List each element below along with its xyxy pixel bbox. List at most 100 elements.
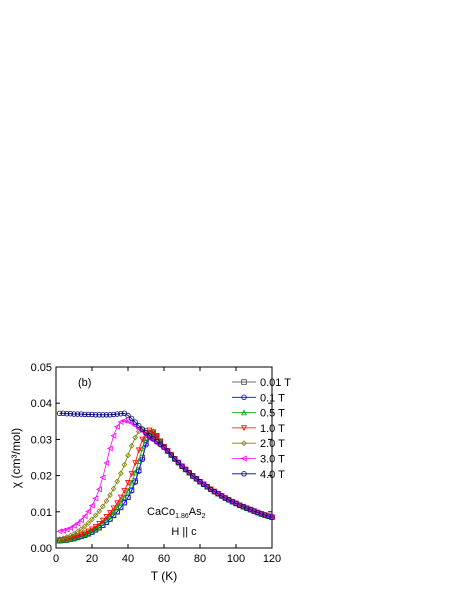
y-tick-label: 0.00 bbox=[31, 543, 52, 555]
marker bbox=[190, 473, 196, 479]
y-axis-label: χ (cm³/mol) bbox=[9, 428, 23, 488]
marker bbox=[244, 505, 250, 511]
marker bbox=[132, 469, 139, 476]
y-tick-label: 0.04 bbox=[31, 398, 52, 410]
marker bbox=[121, 461, 128, 468]
marker bbox=[103, 412, 110, 418]
marker bbox=[71, 531, 77, 537]
series-line bbox=[59, 412, 273, 518]
marker bbox=[103, 498, 110, 504]
legend-label: 1.0 T bbox=[260, 423, 285, 435]
legend-marker bbox=[241, 471, 247, 477]
marker bbox=[132, 434, 139, 441]
marker bbox=[117, 494, 124, 501]
marker bbox=[110, 485, 117, 492]
marker bbox=[146, 433, 153, 439]
marker bbox=[67, 525, 74, 532]
marker bbox=[121, 488, 128, 494]
marker bbox=[107, 512, 113, 519]
legend-marker bbox=[241, 425, 247, 432]
x-tick-label: 0 bbox=[53, 553, 59, 565]
marker bbox=[132, 479, 138, 485]
marker bbox=[139, 436, 146, 443]
marker bbox=[258, 511, 264, 517]
marker bbox=[157, 441, 164, 448]
marker bbox=[92, 523, 99, 530]
marker bbox=[114, 504, 121, 511]
marker bbox=[125, 412, 131, 419]
marker bbox=[161, 444, 167, 451]
marker bbox=[168, 452, 174, 458]
marker bbox=[67, 532, 74, 539]
marker bbox=[117, 419, 124, 425]
marker bbox=[64, 410, 70, 417]
legend-label: 3.0 T bbox=[260, 454, 285, 466]
marker bbox=[74, 520, 81, 527]
x-tick-label: 100 bbox=[227, 553, 245, 565]
y-tick-label: 0.05 bbox=[31, 362, 52, 374]
marker bbox=[60, 527, 66, 534]
marker bbox=[99, 517, 106, 524]
marker bbox=[78, 411, 84, 417]
marker bbox=[175, 459, 182, 466]
marker bbox=[99, 519, 106, 526]
marker bbox=[247, 506, 254, 513]
panel-label: (b) bbox=[78, 377, 91, 389]
marker bbox=[85, 528, 92, 535]
legend-marker bbox=[241, 394, 247, 400]
legend-label: 0.01 T bbox=[260, 377, 291, 389]
marker bbox=[78, 532, 85, 539]
marker bbox=[117, 470, 124, 477]
legend-marker bbox=[241, 409, 247, 416]
marker bbox=[118, 410, 124, 417]
x-tick-label: 20 bbox=[86, 553, 98, 565]
marker bbox=[153, 433, 160, 440]
marker bbox=[135, 425, 142, 432]
formula-part: CaCo bbox=[147, 506, 175, 518]
marker bbox=[150, 435, 156, 442]
marker bbox=[265, 513, 272, 519]
marker bbox=[128, 479, 135, 486]
marker bbox=[81, 513, 88, 520]
marker bbox=[85, 520, 92, 526]
marker bbox=[128, 443, 135, 449]
marker bbox=[179, 463, 185, 469]
marker bbox=[70, 522, 77, 529]
legend-marker bbox=[241, 440, 247, 447]
marker bbox=[125, 480, 131, 487]
y-tick-label: 0.02 bbox=[31, 471, 52, 483]
formula-part: As bbox=[189, 506, 202, 518]
marker bbox=[262, 512, 268, 518]
legend-marker bbox=[241, 379, 247, 385]
marker bbox=[150, 429, 157, 436]
marker bbox=[81, 523, 88, 530]
marker bbox=[107, 510, 113, 517]
marker bbox=[114, 500, 121, 507]
marker bbox=[96, 412, 102, 418]
marker bbox=[204, 484, 210, 490]
marker bbox=[164, 448, 171, 454]
marker bbox=[125, 452, 131, 459]
marker bbox=[103, 516, 110, 523]
legend-marker bbox=[240, 455, 247, 462]
marker bbox=[114, 478, 121, 485]
marker bbox=[128, 415, 135, 422]
marker bbox=[89, 526, 95, 533]
marker bbox=[103, 459, 110, 466]
y-tick-label: 0.03 bbox=[31, 434, 52, 446]
marker bbox=[172, 456, 178, 462]
x-axis-label: T (K) bbox=[151, 569, 177, 583]
marker bbox=[67, 410, 74, 417]
annotation: H || c bbox=[171, 526, 197, 538]
marker bbox=[114, 423, 120, 430]
marker bbox=[132, 460, 139, 467]
marker bbox=[110, 411, 117, 418]
marker bbox=[92, 512, 99, 519]
marker bbox=[254, 509, 261, 516]
marker bbox=[106, 445, 113, 452]
marker bbox=[143, 430, 149, 436]
marker bbox=[96, 508, 103, 514]
formula: CaCo1.86As2 bbox=[147, 506, 206, 520]
marker bbox=[139, 456, 146, 463]
y-tick-label: 0.01 bbox=[31, 507, 52, 519]
